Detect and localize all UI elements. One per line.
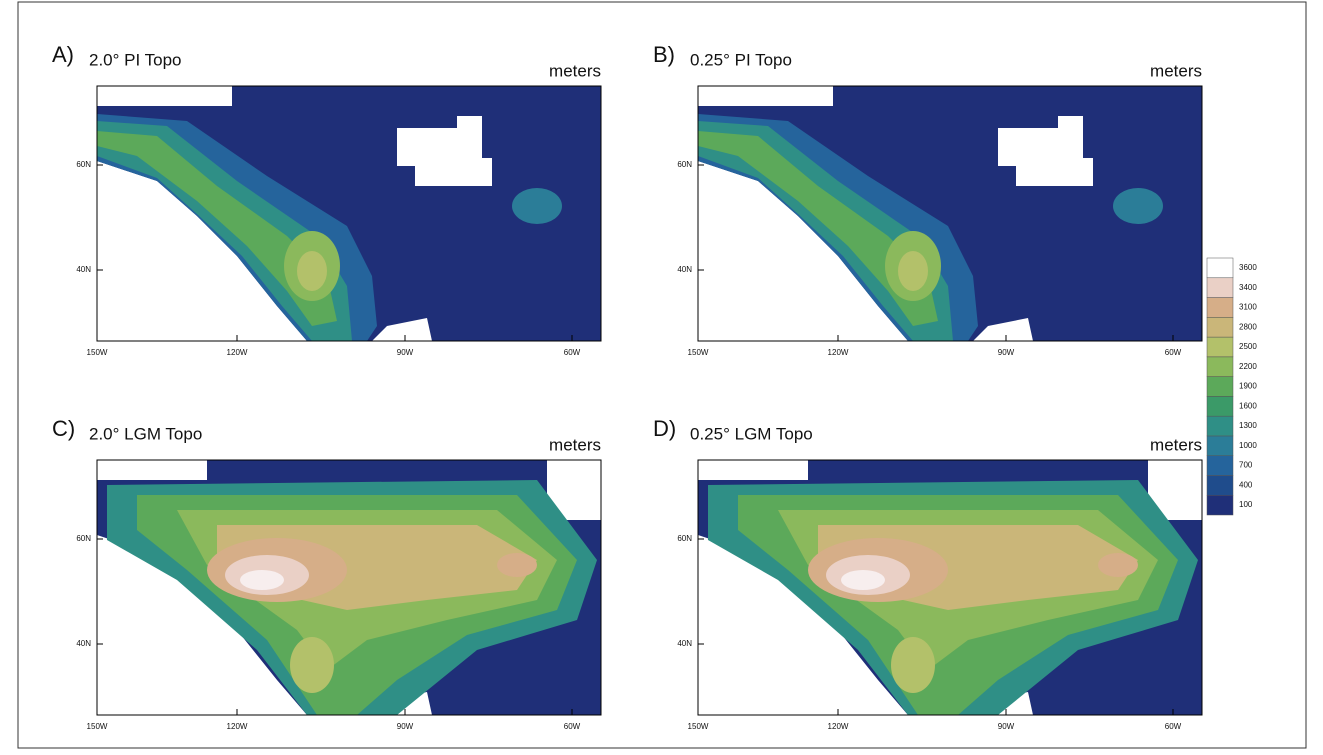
map-field bbox=[97, 460, 601, 715]
x-tick-label: 120W bbox=[828, 722, 849, 731]
colorbar-label: 1600 bbox=[1239, 401, 1257, 410]
colorbar-swatch bbox=[1206, 455, 1234, 476]
x-tick-label: 90W bbox=[998, 722, 1015, 731]
x-tick-label: 60W bbox=[564, 348, 581, 357]
panel-units: meters bbox=[549, 61, 601, 80]
colorbar-label: 2200 bbox=[1239, 362, 1257, 371]
map-field bbox=[97, 86, 601, 341]
x-tick-label: 150W bbox=[688, 722, 709, 731]
frame bbox=[17, 1, 1307, 749]
colorbar-swatch bbox=[1206, 415, 1234, 437]
colorbar-swatch bbox=[1206, 356, 1234, 377]
panel-units: meters bbox=[1150, 435, 1202, 454]
y-tick-label: 60N bbox=[76, 534, 91, 543]
colorbar-swatch bbox=[1206, 317, 1234, 338]
colorbar-label: 2500 bbox=[1239, 342, 1257, 351]
colorbar-label: 3600 bbox=[1239, 263, 1257, 272]
map-border bbox=[697, 459, 1203, 716]
x-tick-label: 150W bbox=[87, 348, 108, 357]
colorbar-swatch bbox=[1206, 494, 1234, 516]
y-tick-label: 60N bbox=[677, 160, 692, 169]
colorbar-swatch bbox=[1206, 435, 1234, 456]
map-field bbox=[698, 460, 1202, 715]
map-panel: B) 0.25° PI Topo meters 150W 120W 90W 60W 60N 40… bbox=[653, 42, 1203, 357]
colorbar-swatch bbox=[1206, 336, 1234, 358]
y-tick-label: 40N bbox=[76, 265, 91, 274]
x-tick-label: 90W bbox=[397, 348, 414, 357]
y-tick-label: 60N bbox=[677, 534, 692, 543]
colorbar-swatch bbox=[1206, 376, 1234, 397]
map-border bbox=[96, 85, 602, 342]
x-tick-label: 90W bbox=[397, 722, 414, 731]
colorbar-label: 1300 bbox=[1239, 421, 1257, 430]
x-tick-label: 60W bbox=[564, 722, 581, 731]
y-tick-label: 40N bbox=[677, 639, 692, 648]
colorbar-label: 100 bbox=[1239, 500, 1253, 509]
map-field bbox=[698, 86, 1202, 341]
panel-label: A) bbox=[52, 42, 74, 67]
colorbar-swatch bbox=[1206, 475, 1234, 496]
panel-label: B) bbox=[653, 42, 675, 67]
x-tick-label: 150W bbox=[688, 348, 709, 357]
colorbar-label: 700 bbox=[1239, 461, 1253, 470]
panel-title: 2.0° LGM Topo bbox=[89, 424, 202, 443]
colorbar-swatch bbox=[1206, 277, 1234, 298]
map-panel: C) 2.0° LGM Topo meters 150W 120W 90W 60W 60N 40… bbox=[52, 416, 602, 731]
x-tick-label: 120W bbox=[828, 348, 849, 357]
colorbar-label: 3100 bbox=[1239, 303, 1257, 312]
map-border bbox=[96, 459, 602, 716]
map-panel: D) 0.25° LGM Topo meters 150W 120W 90W 60W 60N 4… bbox=[653, 416, 1203, 731]
panel-units: meters bbox=[549, 435, 601, 454]
panel-title: 2.0° PI Topo bbox=[89, 50, 182, 69]
colorbar-swatch bbox=[1206, 396, 1234, 417]
map-border bbox=[697, 85, 1203, 342]
x-tick-label: 120W bbox=[227, 722, 248, 731]
colorbar-swatch bbox=[1206, 297, 1234, 318]
x-tick-label: 120W bbox=[227, 348, 248, 357]
y-tick-label: 60N bbox=[76, 160, 91, 169]
map-panel: A) 2.0° PI Topo meters 150W 120W 90W 60W 60N 40N bbox=[52, 42, 602, 357]
colorbar-swatch bbox=[1206, 257, 1234, 279]
y-tick-label: 40N bbox=[677, 265, 692, 274]
colorbar-label: 3400 bbox=[1239, 283, 1257, 292]
colorbar-label: 2800 bbox=[1239, 322, 1257, 331]
colorbar-label: 400 bbox=[1239, 480, 1253, 489]
colorbar-label: 1900 bbox=[1239, 382, 1257, 391]
x-tick-label: 90W bbox=[998, 348, 1015, 357]
x-tick-label: 60W bbox=[1165, 348, 1182, 357]
panel-title: 0.25° LGM Topo bbox=[690, 424, 813, 443]
x-tick-label: 60W bbox=[1165, 722, 1182, 731]
panel-label: D) bbox=[653, 416, 676, 441]
colorbar-label: 1000 bbox=[1239, 441, 1257, 450]
panel-title: 0.25° PI Topo bbox=[690, 50, 792, 69]
y-tick-label: 40N bbox=[76, 639, 91, 648]
panel-units: meters bbox=[1150, 61, 1202, 80]
panel-label: C) bbox=[52, 416, 75, 441]
x-tick-label: 150W bbox=[87, 722, 108, 731]
